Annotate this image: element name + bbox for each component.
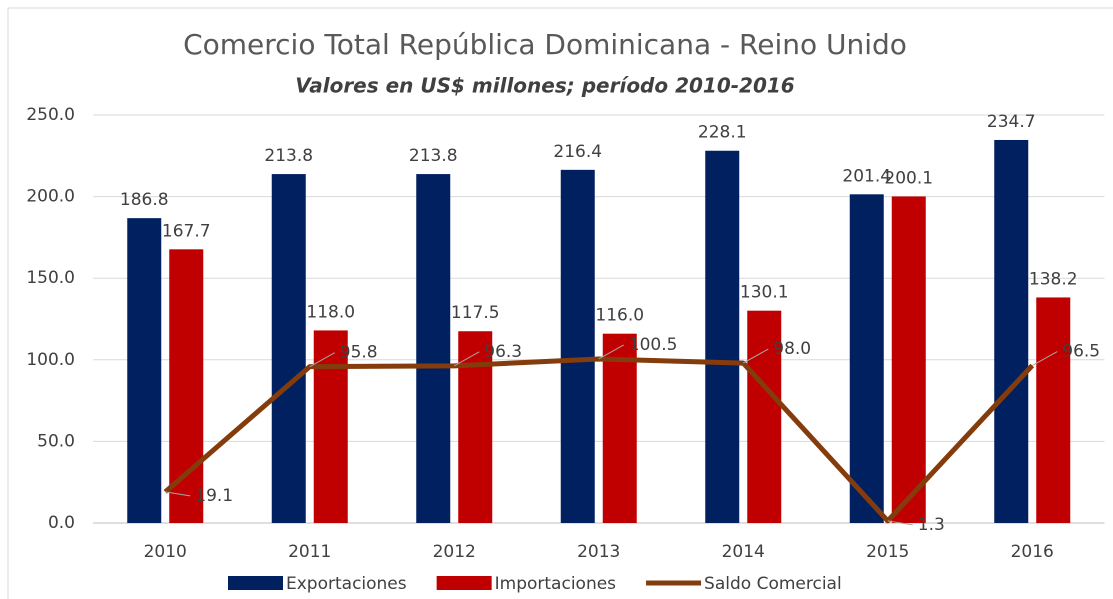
- legend-label: Exportaciones: [286, 574, 407, 594]
- data-label: 167.7: [162, 221, 211, 241]
- legend-label: Saldo Comercial: [704, 574, 842, 594]
- leader-line: [454, 351, 480, 367]
- data-label: 138.2: [1029, 269, 1078, 289]
- x-tick-label: 2012: [433, 542, 476, 562]
- y-tick-label: 200.0: [26, 187, 75, 207]
- x-tick-label: 2014: [722, 542, 765, 562]
- legend-swatch: [228, 576, 283, 590]
- x-tick-label: 2016: [1011, 542, 1054, 562]
- data-label: 19.1: [195, 486, 233, 506]
- x-tick-label: 2011: [288, 542, 331, 562]
- bar: [891, 196, 926, 523]
- y-tick-label: 0.0: [48, 513, 75, 533]
- leader-line: [1032, 351, 1058, 366]
- bar: [416, 174, 451, 523]
- data-label: 186.8: [120, 190, 169, 210]
- bar: [1036, 297, 1071, 523]
- bar: [271, 174, 306, 523]
- data-label: 228.1: [698, 123, 747, 143]
- data-label: 98.0: [773, 339, 811, 359]
- x-tick-label: 2010: [144, 542, 187, 562]
- chart-subtitle: Valores en US$ millones; período 2010-20…: [295, 74, 794, 98]
- x-tick-label: 2015: [866, 542, 909, 562]
- data-label: 1.3: [918, 515, 945, 535]
- bar: [994, 139, 1029, 523]
- data-label: 200.1: [884, 168, 933, 188]
- data-label: 95.8: [340, 343, 378, 363]
- bar: [602, 333, 637, 523]
- data-label: 116.0: [595, 306, 644, 326]
- y-tick-label: 100.0: [26, 350, 75, 370]
- data-label: 234.7: [987, 112, 1036, 132]
- bar: [705, 150, 740, 524]
- leader-line: [165, 491, 191, 497]
- leader-line: [887, 520, 913, 526]
- data-label: 96.5: [1062, 342, 1100, 362]
- leader-line: [309, 352, 335, 368]
- x-tick-label: 2013: [577, 542, 620, 562]
- data-label: 213.8: [264, 146, 313, 166]
- y-tick-label: 250.0: [26, 105, 75, 125]
- bar: [747, 310, 782, 523]
- data-label: 216.4: [553, 142, 602, 162]
- bar: [169, 249, 204, 523]
- bar: [560, 169, 595, 523]
- data-label: 96.3: [484, 342, 522, 362]
- y-tick-label: 150.0: [26, 268, 75, 288]
- leader-line: [598, 344, 624, 360]
- leader-line: [743, 348, 769, 364]
- data-label: 100.5: [629, 335, 678, 355]
- legend-label: Importaciones: [495, 574, 617, 594]
- data-label: 118.0: [306, 302, 355, 322]
- data-label: 201.4: [842, 166, 891, 186]
- bar: [849, 194, 884, 524]
- chart-title: Comercio Total República Dominicana - Re…: [183, 28, 907, 61]
- data-label: 213.8: [409, 146, 458, 166]
- legend-swatch: [436, 576, 492, 590]
- bar: [313, 330, 348, 523]
- data-label: 117.5: [451, 303, 500, 323]
- data-label: 130.1: [740, 283, 789, 303]
- y-tick-label: 50.0: [37, 431, 75, 451]
- bar: [127, 218, 162, 523]
